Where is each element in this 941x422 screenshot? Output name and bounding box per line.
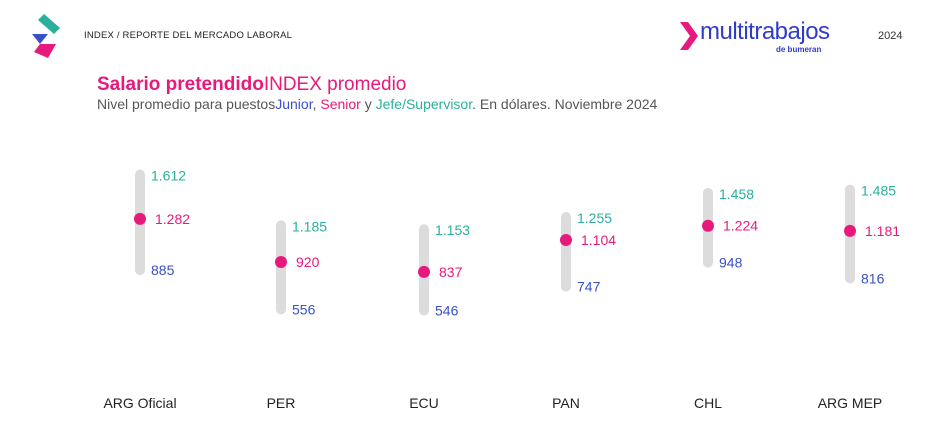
senior-point (844, 224, 856, 237)
junior-label: 816 (861, 270, 885, 286)
brand-name: multitrabajos (700, 18, 830, 45)
senior-label: 1.282 (155, 211, 190, 227)
legend-junior: Junior (275, 96, 313, 112)
subtitle-suffix: . En dólares. Noviembre 2024 (472, 96, 658, 112)
chevron-right-icon (680, 22, 698, 50)
jefe-label: 1.153 (435, 222, 470, 238)
index-logo-icon (32, 14, 60, 58)
chart-title: Salario pretendidoINDEX promedio (97, 74, 406, 96)
senior-point (702, 219, 714, 232)
category-label: ARG Oficial (103, 395, 176, 411)
subtitle-sep1: , (312, 96, 321, 112)
senior-label: 920 (296, 254, 320, 270)
report-year: 2024 (878, 30, 903, 42)
legend-jefe: Jefe/Supervisor (375, 96, 473, 112)
subtitle-sep2: y (360, 96, 376, 112)
category-label: ECU (409, 395, 439, 411)
senior-label: 837 (439, 264, 463, 280)
category-label: PER (267, 395, 296, 411)
category-label: CHL (694, 395, 722, 411)
category-label: ARG MEP (818, 395, 883, 411)
senior-point (560, 234, 572, 247)
jefe-label: 1.255 (577, 210, 612, 226)
senior-point (134, 212, 146, 225)
breadcrumb: INDEX / REPORTE DEL MERCADO LABORAL (84, 30, 293, 41)
jefe-label: 1.485 (861, 183, 896, 199)
chart-title-bold: Salario pretendido (97, 74, 264, 95)
senior-point (418, 265, 430, 278)
senior-point (275, 255, 287, 268)
junior-label: 546 (435, 303, 459, 319)
brand-subname: de bumeran (776, 45, 822, 54)
legend-senior: Senior (320, 96, 361, 112)
jefe-label: 1.185 (292, 218, 327, 234)
subtitle-prefix: Nivel promedio para puestos (97, 96, 276, 112)
chart-subtitle: Nivel promedio para puestosJunior, Senio… (97, 96, 657, 112)
chart-title-rest: INDEX promedio (263, 74, 407, 95)
jefe-label: 1.458 (719, 186, 754, 202)
junior-label: 747 (577, 279, 601, 295)
senior-label: 1.104 (581, 232, 616, 248)
junior-label: 885 (151, 262, 175, 278)
junior-label: 556 (292, 301, 316, 317)
senior-label: 1.224 (723, 218, 758, 234)
jefe-label: 1.612 (151, 168, 186, 184)
senior-label: 1.181 (865, 223, 900, 239)
junior-label: 948 (719, 255, 743, 271)
category-label: PAN (552, 395, 580, 411)
